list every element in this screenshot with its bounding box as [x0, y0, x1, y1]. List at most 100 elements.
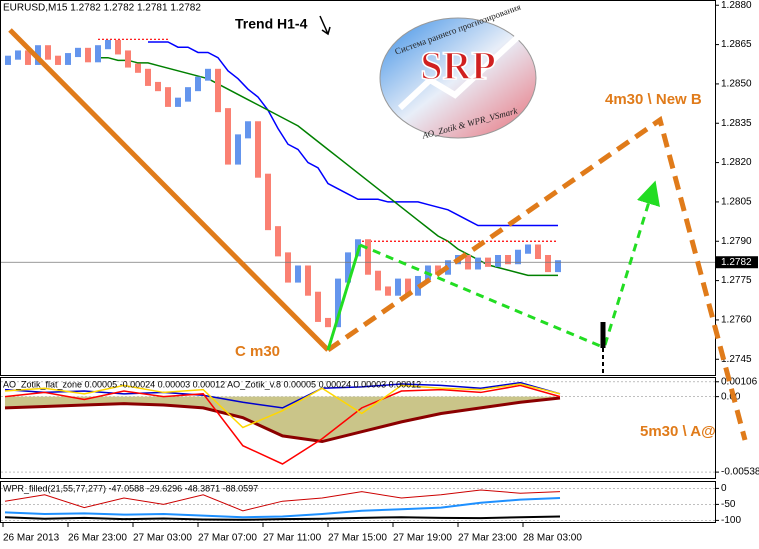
x-tick-label: 26 Mar 2013 [3, 533, 60, 544]
candle [345, 252, 351, 283]
candle [285, 252, 291, 283]
candle [65, 53, 71, 65]
price-box [716, 256, 758, 269]
chart-title: EURUSD,M15 1.2782 1.2782 1.2781 1.2782 [3, 3, 201, 14]
candle [515, 249, 521, 265]
candle [45, 45, 51, 60]
wpr-frame [0, 481, 716, 523]
x-tick-label: 27 Mar 15:00 [328, 533, 387, 544]
y-tick-label: 1.2745 [721, 354, 752, 365]
candle [325, 317, 331, 328]
candle [475, 257, 481, 270]
forecast-line [326, 115, 748, 441]
indicator-line [4, 383, 561, 429]
y-tick-label: 1.2805 [721, 197, 752, 208]
candle [115, 39, 121, 55]
annotation: C m30 [235, 343, 280, 360]
green-arrow [603, 180, 660, 346]
logo [379, 17, 537, 139]
candle [175, 97, 181, 107]
candle [405, 278, 411, 296]
candle [535, 244, 541, 259]
y-tick-label: 0 [721, 483, 727, 494]
candle [385, 286, 391, 296]
y-tick-label: 1.2835 [721, 118, 752, 129]
ao-frame [0, 377, 716, 479]
indicator-line [4, 381, 561, 409]
candle [525, 244, 531, 254]
candle [155, 81, 161, 92]
candle [55, 55, 61, 65]
x-tick-label: 27 Mar 23:00 [458, 533, 517, 544]
y-tick-label: 1.2880 [721, 0, 752, 11]
y-tick-label: 1.2865 [721, 39, 752, 50]
x-tick-label: 27 Mar 11:00 [263, 533, 322, 544]
drawn-arrows [8, 15, 748, 441]
candle [165, 87, 171, 107]
indicator-line [4, 489, 561, 512]
logo-arrow [397, 32, 523, 111]
candle [555, 260, 561, 273]
candle [265, 173, 271, 231]
candle [185, 87, 191, 102]
candle [135, 63, 141, 73]
indicator-line [4, 515, 561, 521]
x-tick-label: 28 Mar 03:00 [523, 533, 582, 544]
candle [105, 39, 111, 50]
candle [545, 254, 551, 273]
x-tick-label: 27 Mar 03:00 [133, 533, 192, 544]
x-tick-label: 26 Mar 23:00 [68, 533, 127, 544]
y-tick-label: 1.2775 [721, 275, 752, 286]
candle [435, 265, 441, 275]
y-tick-label: 1.2820 [721, 157, 752, 168]
candle [395, 278, 401, 296]
annotation: 4m30 \ New B [605, 91, 702, 108]
main-frame [0, 0, 716, 376]
area [5, 396, 560, 442]
indicator-line [4, 497, 561, 519]
candle [15, 50, 21, 60]
x-tick-label: 27 Mar 07:00 [198, 533, 257, 544]
candle [295, 265, 301, 283]
candle [95, 45, 101, 63]
candle [505, 254, 511, 265]
wpr-title: WPR_filled(21,55,77,277) -47.0588 -29.62… [3, 483, 258, 493]
annotation: 5m30 \ A@ [640, 423, 716, 440]
candle [315, 291, 321, 322]
candle [255, 121, 261, 178]
candle [215, 68, 221, 113]
candle [275, 226, 281, 257]
green-line [326, 244, 362, 351]
annotation: Trend H1-4 [235, 16, 308, 32]
trend-line [8, 28, 330, 352]
candle [25, 50, 31, 65]
y-tick-label: 1.2760 [721, 315, 752, 326]
ao-title: AO_Zotik_flat_zone 0.00005 -0.00024 0.00… [3, 379, 421, 389]
y-tick-label: 0.00106 [721, 376, 758, 387]
candle [5, 55, 11, 65]
candle [365, 239, 371, 275]
indicator-line [4, 396, 561, 444]
candle [75, 47, 81, 58]
x-tick-label: 27 Mar 19:00 [393, 533, 452, 544]
indicator-line [98, 56, 558, 277]
candle [375, 270, 381, 291]
y-tick-label: -100 [721, 515, 741, 526]
y-tick-label: 1.2790 [721, 236, 752, 247]
candle [125, 50, 131, 68]
candle [235, 134, 241, 165]
y-tick-label: 1.2850 [721, 79, 752, 90]
logo-title: SRP [420, 43, 496, 88]
candle [225, 108, 231, 165]
y-tick-label: -50 [721, 499, 736, 510]
candle [195, 76, 201, 92]
indicator-line [4, 384, 561, 465]
candle [335, 278, 341, 328]
candle [245, 121, 251, 139]
indicator-line [148, 41, 558, 227]
price-label: 1.2782 [721, 257, 752, 268]
trend-arrow [319, 15, 331, 36]
candle [305, 265, 311, 296]
candle [85, 47, 91, 63]
